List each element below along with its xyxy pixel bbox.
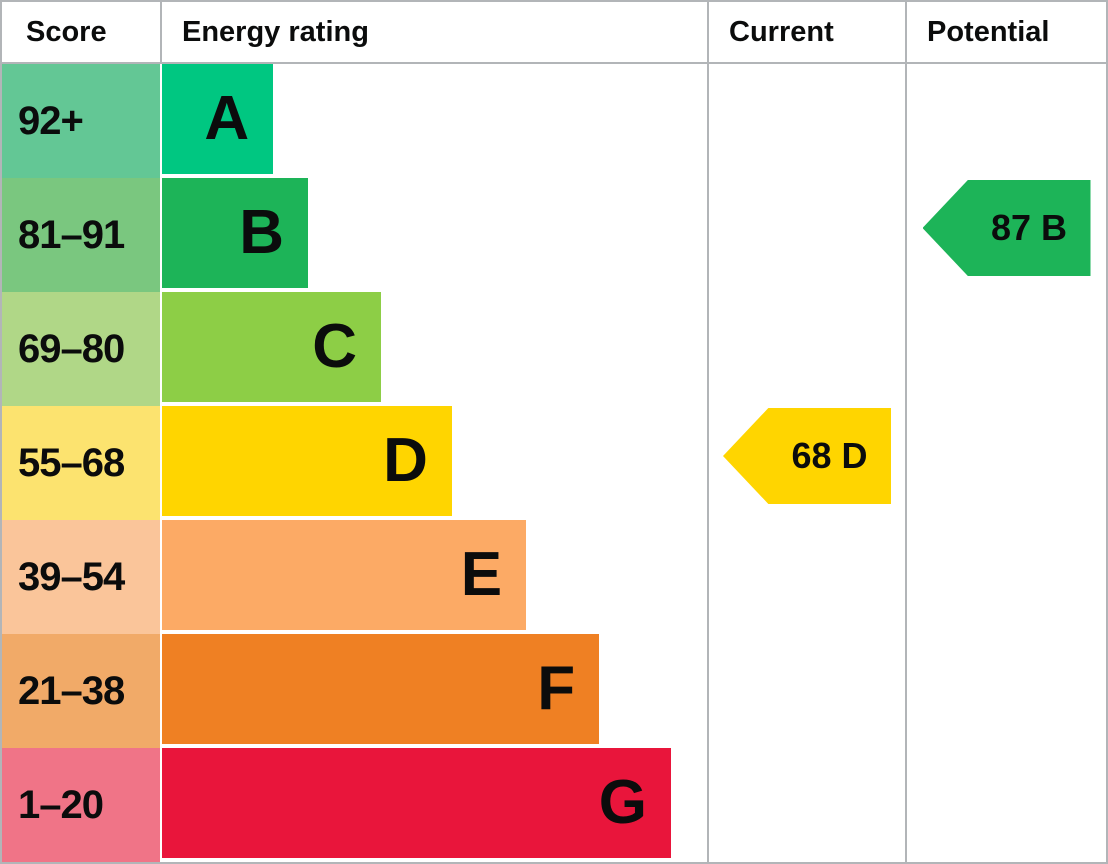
band-letter-e: E [460,540,503,609]
band-letter-f: F [537,654,576,723]
band-letter-g: G [598,768,648,837]
band-bar-e: E [162,520,527,630]
current-rating-label: 68 D [791,435,868,476]
current-cell-b [709,178,907,292]
band-bar-d: D [162,406,452,516]
band-letter-b: B [239,198,285,267]
score-range-b: 81–91 [18,212,125,257]
band-rows: 92+ A 81–91 B 87 B [2,64,1106,862]
rating-cell-c: C [162,292,709,406]
current-cell-e [709,520,907,634]
score-cell-g: 1–20 [2,748,162,862]
band-row-a: 92+ A [2,64,1106,178]
current-cell-c [709,292,907,406]
band-row-c: 69–80 C [2,292,1106,406]
potential-rating-label: 87 B [990,207,1068,248]
rating-cell-b: B [162,178,709,292]
band-row-b: 81–91 B 87 B [2,178,1106,292]
potential-cell-b: 87 B [907,178,1106,292]
band-bar-g: G [162,748,672,858]
potential-cell-g [907,748,1106,862]
potential-cell-a [907,64,1106,178]
score-range-g: 1–20 [18,782,104,827]
band-letter-a: A [204,84,250,153]
band-row-e: 39–54 E [2,520,1106,634]
potential-cell-f [907,634,1106,748]
current-cell-d: 68 D [709,406,907,520]
band-bar-c: C [162,292,382,402]
rating-cell-e: E [162,520,709,634]
band-letter-c: C [312,312,358,381]
current-rating-arrow: 68 D [723,408,891,504]
score-range-a: 92+ [18,98,84,143]
band-letter-d: D [383,426,428,495]
potential-cell-e [907,520,1106,634]
score-range-d: 55–68 [18,440,125,485]
header-score: Score [2,2,162,62]
score-range-c: 69–80 [18,326,125,371]
band-bar-a: A [162,64,274,174]
rating-cell-a: A [162,64,709,178]
band-row-d: 55–68 D 68 D [2,406,1106,520]
score-cell-c: 69–80 [2,292,162,406]
current-cell-a [709,64,907,178]
band-bar-f: F [162,634,600,744]
potential-cell-d [907,406,1106,520]
header-energy-rating: Energy rating [162,2,709,62]
score-cell-b: 81–91 [2,178,162,292]
header-potential: Potential [927,15,1050,48]
potential-rating-arrow: 87 B [922,180,1091,276]
score-range-f: 21–38 [18,668,125,713]
rating-cell-g: G [162,748,709,862]
potential-cell-c [907,292,1106,406]
band-row-f: 21–38 F [2,634,1106,748]
score-cell-d: 55–68 [2,406,162,520]
current-cell-f [709,634,907,748]
score-cell-f: 21–38 [2,634,162,748]
rating-cell-f: F [162,634,709,748]
chart-header-row: Score Energy rating Current Potential [2,2,1106,64]
score-cell-a: 92+ [2,64,162,178]
band-bar-b: B [162,178,309,288]
score-range-e: 39–54 [18,554,125,599]
current-cell-g [709,748,907,862]
band-row-g: 1–20 G [2,748,1106,862]
rating-cell-d: D [162,406,709,520]
score-cell-e: 39–54 [2,520,162,634]
header-current: Current [709,2,907,62]
